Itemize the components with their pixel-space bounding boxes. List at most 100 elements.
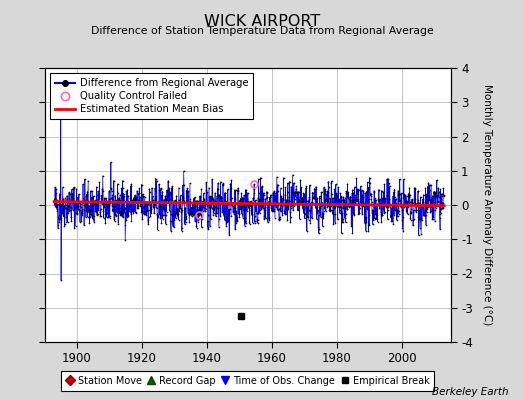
Point bbox=[66, 206, 74, 213]
Point bbox=[334, 190, 342, 196]
Point bbox=[391, 200, 400, 206]
Point bbox=[374, 202, 383, 208]
Point bbox=[271, 192, 280, 199]
Point bbox=[414, 214, 423, 220]
Point bbox=[80, 207, 89, 214]
Point bbox=[251, 204, 259, 211]
Point bbox=[269, 190, 277, 196]
Point bbox=[213, 193, 221, 200]
Point bbox=[167, 218, 175, 225]
Point bbox=[415, 200, 423, 206]
Point bbox=[153, 210, 161, 217]
Point bbox=[305, 194, 313, 200]
Point bbox=[124, 213, 132, 220]
Point bbox=[241, 200, 249, 207]
Point bbox=[215, 200, 224, 206]
Point bbox=[94, 207, 103, 214]
Point bbox=[342, 188, 351, 194]
Point bbox=[332, 199, 341, 206]
Point bbox=[352, 198, 360, 205]
Point bbox=[248, 200, 257, 206]
Point bbox=[142, 212, 150, 218]
Point bbox=[348, 186, 357, 193]
Point bbox=[373, 212, 381, 218]
Point bbox=[150, 210, 158, 216]
Point bbox=[281, 204, 290, 210]
Point bbox=[354, 187, 363, 193]
Point bbox=[282, 207, 291, 213]
Point bbox=[254, 194, 263, 201]
Point bbox=[308, 214, 316, 221]
Point bbox=[344, 189, 353, 196]
Point bbox=[392, 196, 400, 202]
Point bbox=[308, 190, 316, 196]
Point bbox=[194, 212, 203, 219]
Point bbox=[353, 198, 361, 204]
Point bbox=[382, 202, 390, 208]
Point bbox=[68, 199, 77, 205]
Point bbox=[223, 200, 231, 206]
Point bbox=[93, 211, 102, 218]
Point bbox=[273, 199, 281, 205]
Point bbox=[394, 212, 402, 219]
Point bbox=[326, 206, 335, 213]
Point bbox=[363, 179, 372, 185]
Point bbox=[76, 219, 84, 225]
Point bbox=[129, 196, 138, 203]
Point bbox=[323, 188, 331, 195]
Point bbox=[176, 204, 184, 211]
Point bbox=[180, 211, 189, 218]
Point bbox=[324, 203, 333, 210]
Point bbox=[137, 195, 145, 202]
Point bbox=[147, 199, 156, 206]
Point bbox=[79, 197, 88, 204]
Point bbox=[302, 207, 310, 213]
Point bbox=[92, 184, 101, 190]
Point bbox=[163, 198, 172, 204]
Text: WICK AIRPORT: WICK AIRPORT bbox=[204, 14, 320, 29]
Point bbox=[137, 201, 145, 207]
Point bbox=[89, 203, 97, 210]
Point bbox=[346, 194, 354, 201]
Point bbox=[229, 209, 237, 216]
Point bbox=[62, 210, 71, 216]
Point bbox=[70, 199, 79, 205]
Point bbox=[434, 192, 443, 198]
Point bbox=[238, 194, 246, 201]
Point bbox=[195, 204, 203, 210]
Point bbox=[237, 210, 246, 217]
Point bbox=[289, 206, 297, 213]
Point bbox=[431, 202, 440, 209]
Point bbox=[267, 207, 276, 213]
Point bbox=[71, 200, 79, 206]
Point bbox=[282, 196, 291, 203]
Point bbox=[192, 223, 201, 229]
Point bbox=[225, 206, 233, 213]
Point bbox=[362, 228, 370, 234]
Point bbox=[386, 183, 394, 189]
Point bbox=[92, 201, 100, 207]
Point bbox=[419, 199, 427, 206]
Point bbox=[409, 217, 418, 223]
Point bbox=[73, 211, 81, 217]
Point bbox=[212, 209, 221, 216]
Point bbox=[339, 194, 347, 200]
Point bbox=[182, 213, 190, 219]
Point bbox=[330, 205, 339, 212]
Point bbox=[329, 207, 337, 213]
Point bbox=[408, 196, 416, 203]
Point bbox=[205, 193, 214, 200]
Point bbox=[274, 206, 282, 213]
Point bbox=[270, 188, 278, 194]
Point bbox=[345, 202, 354, 209]
Point bbox=[104, 201, 113, 208]
Point bbox=[279, 197, 288, 204]
Point bbox=[430, 191, 438, 197]
Point bbox=[284, 203, 292, 209]
Point bbox=[293, 200, 301, 206]
Point bbox=[272, 190, 280, 196]
Point bbox=[285, 200, 293, 206]
Point bbox=[112, 212, 120, 218]
Point bbox=[89, 216, 97, 222]
Point bbox=[419, 196, 427, 202]
